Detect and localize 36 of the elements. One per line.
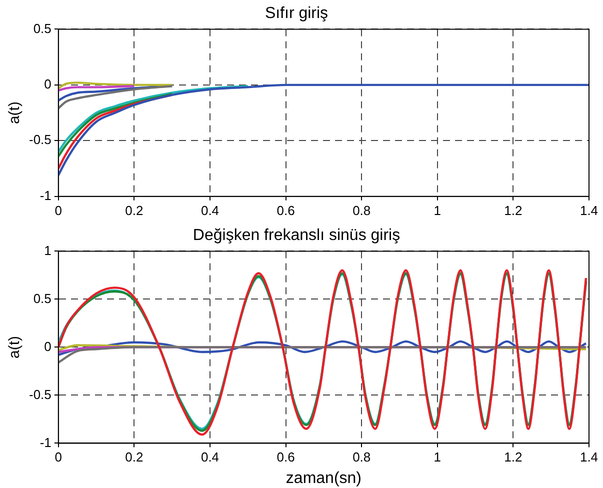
y-tick-label: -1 (40, 188, 52, 203)
x-tick-label: 0.6 (276, 450, 295, 465)
x-tick-label: 1.2 (504, 202, 522, 218)
y-tick-label: -0.5 (28, 386, 52, 402)
x-tick-label: 1.4 (580, 450, 598, 465)
x-tick-label: 1.4 (580, 202, 598, 218)
line-series (58, 92, 174, 158)
y-tick-label: -0.5 (28, 132, 52, 148)
x-tick-label: 0.6 (276, 202, 295, 218)
x-tick-label: 1 (434, 202, 442, 218)
line-series (58, 346, 588, 364)
x-tick-label: 0.8 (352, 202, 371, 218)
line-series (58, 340, 588, 356)
x-tick-label: 0.4 (200, 450, 220, 465)
chart-title: Sıfır giriş (264, 5, 328, 22)
x-tick-label: 0 (54, 202, 62, 218)
line-series (58, 84, 589, 176)
chart-title: Değişken frekanslı sinüs giriş (192, 227, 400, 244)
x-tick-label: 0 (54, 450, 62, 465)
x-tick-label: 0.4 (200, 202, 220, 218)
y-axis-title: a(t) (6, 102, 24, 124)
y-tick-label: 1 (44, 242, 52, 258)
y-tick-label: 0 (44, 76, 52, 92)
x-tick-label: 1.2 (504, 450, 522, 465)
line-series (58, 84, 249, 153)
x-axis-title: zaman(sn) (286, 470, 362, 487)
y-tick-label: -1 (40, 434, 52, 450)
x-tick-label: 1 (434, 450, 442, 465)
y-tick-label: 0.5 (33, 290, 52, 306)
y-axis-title: a(t) (6, 336, 24, 358)
line-series (58, 84, 174, 110)
x-tick-label: 0.2 (125, 202, 144, 218)
y-tick-label: 0 (44, 338, 52, 354)
x-tick-label: 0.8 (352, 450, 371, 465)
y-tick-label: 0.5 (33, 20, 52, 36)
x-tick-label: 0.2 (125, 450, 144, 465)
